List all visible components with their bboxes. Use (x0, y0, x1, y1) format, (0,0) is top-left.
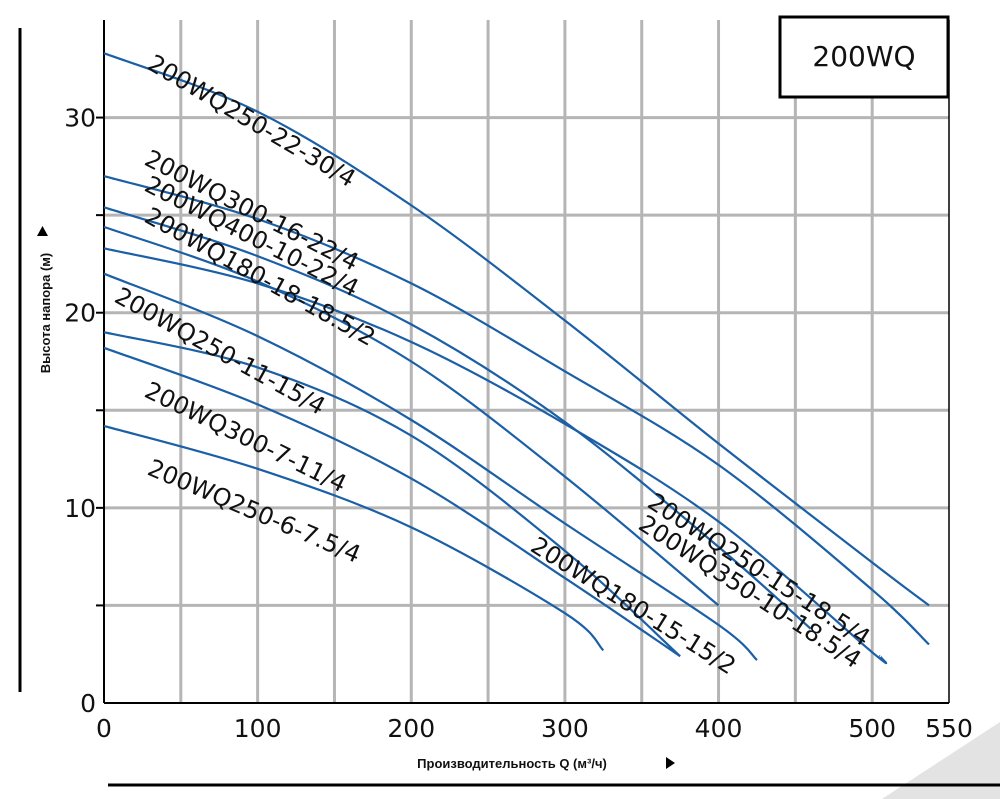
y-axis-title: Высота напора (м) (38, 253, 53, 373)
curve-200wq300-7-11-4 (103, 346, 681, 658)
x-tick-labels: 0 100 200 300 400 500 550 (96, 714, 973, 743)
y-tick-label: 30 (64, 104, 96, 133)
curve-200wq180-18-18-5-2 (103, 225, 720, 607)
curve-200wq250-22-30-4 (103, 52, 930, 607)
title-box (778, 15, 950, 99)
curve-200wq300-16-22-4 (103, 175, 930, 646)
curve-200wq250-6-7-5-4 (103, 424, 605, 652)
curve-200wq250-11-15-4 (103, 272, 758, 661)
x-tick-label: 200 (387, 714, 435, 743)
x-axis-title: Производительность Q (м³/ч) (417, 756, 607, 771)
chart-title: 200WQ (812, 40, 915, 73)
y-axis-arrow-icon (37, 226, 48, 236)
y-tick-label: 0 (80, 689, 96, 718)
corner-decoration (882, 722, 1000, 799)
curve-200wq180-15-15-2 (103, 331, 681, 658)
x-tick-label: 300 (541, 714, 589, 743)
x-tick-label: 400 (695, 714, 743, 743)
curve-200wq250-15-18-5-4 (103, 247, 888, 665)
y-tick-label: 20 (64, 299, 96, 328)
curve-labels: 200WQ250-22-30/4200WQ300-16-22/4200WQ400… (110, 49, 875, 680)
x-tick-label: 500 (848, 714, 896, 743)
x-tick-label: 0 (96, 714, 112, 743)
x-tick-label: 550 (925, 714, 973, 743)
y-tick-labels: 0 10 20 30 (64, 104, 96, 718)
curves (103, 52, 930, 665)
axes (96, 20, 949, 704)
x-axis-arrow-icon (666, 757, 675, 769)
x-tick-label: 100 (234, 714, 282, 743)
curve-200wq400-10-22-4 (103, 206, 812, 630)
y-tick-label: 10 (64, 494, 96, 523)
